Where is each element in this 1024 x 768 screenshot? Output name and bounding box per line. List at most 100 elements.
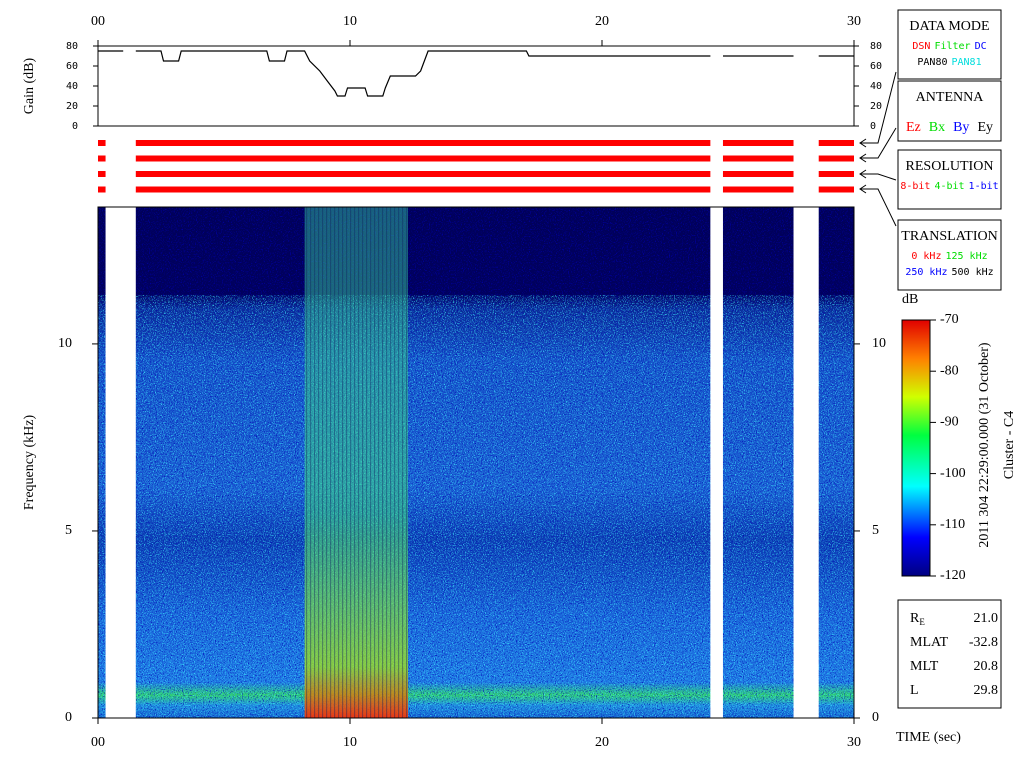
coverage-bar	[722, 171, 794, 177]
info-label: RE	[910, 611, 925, 627]
x-tick-label: 00	[91, 14, 105, 29]
colorbar	[901, 319, 931, 577]
x-tick-label: 30	[847, 735, 861, 750]
info-label-text: MLT	[910, 659, 939, 674]
coverage-bar	[722, 155, 794, 162]
x-tick-label: 30	[847, 14, 861, 29]
info-label-text: R	[910, 611, 920, 626]
y-tick-label: 80	[870, 41, 882, 52]
legend-item: PAN80	[917, 57, 947, 68]
coverage-bar	[818, 171, 854, 177]
x-tick-label: 20	[595, 14, 609, 29]
legend-item: DSN	[912, 41, 930, 52]
legend-line: DSN Filter DC	[912, 41, 986, 52]
gain-line	[98, 50, 854, 97]
info-box	[897, 599, 1002, 709]
y-tick-label: 60	[870, 61, 882, 72]
info-label-text: MLAT	[910, 635, 949, 650]
spacecraft: Cluster - C4	[1002, 411, 1017, 479]
legend-box	[897, 80, 1002, 142]
y-axis-label: Gain (dB)	[22, 57, 37, 114]
legend-line: 8-bit 4-bit 1-bit	[900, 181, 998, 192]
connectors	[859, 71, 897, 227]
legend-line: 0 kHz 125 kHz	[911, 251, 987, 262]
y-tick-label: 10	[872, 336, 886, 351]
legend-line: Ez Bx By Ey	[906, 120, 993, 135]
gain-frame	[97, 45, 855, 127]
y-tick-label: 0	[65, 710, 72, 725]
x-tick-label: 00	[91, 735, 105, 750]
info-label-sub: E	[919, 617, 925, 627]
info-label: MLAT	[910, 635, 949, 650]
legend-title: RESOLUTION	[906, 159, 994, 174]
x-tick-label: 20	[595, 735, 609, 750]
legend-item: 8-bit	[900, 181, 930, 192]
x-tick-label: 10	[343, 735, 357, 750]
legend-line: PAN80 PAN81	[917, 57, 981, 68]
y-tick-label: 40	[66, 81, 78, 92]
legend-item: By	[953, 120, 969, 135]
coverage-bar	[722, 140, 794, 146]
legend-item: 4-bit	[934, 181, 964, 192]
info-table: RE 21.0 MLAT -32.8 MLT 20.8 L 29.8	[910, 611, 998, 698]
info-value: -32.8	[969, 635, 998, 650]
spectrogram-noise	[98, 207, 854, 718]
colorbar-tick-label: -110	[940, 517, 965, 532]
y-tick-label: 20	[870, 101, 882, 112]
y-tick-label: 0	[870, 121, 876, 132]
y-tick-label: 10	[58, 336, 72, 351]
coverage-bar	[135, 155, 711, 162]
y-tick-label: 80	[66, 41, 78, 52]
legend-title: DATA MODE	[909, 19, 989, 34]
coverage-bar	[98, 140, 106, 146]
y-tick-label: 5	[872, 523, 879, 538]
spectrogram-frame	[97, 206, 855, 719]
colorbar-tick-label: -70	[940, 312, 959, 327]
y-tick-label: 60	[66, 61, 78, 72]
legend-item: Ez	[906, 120, 921, 135]
colorbar-tick-label: -120	[940, 568, 966, 583]
y-tick-label: 0	[872, 710, 879, 725]
legend-item: DC	[975, 41, 987, 52]
y-tick-label: 40	[870, 81, 882, 92]
legend-item: 0 kHz	[911, 251, 941, 262]
legend-title: TRANSLATION	[901, 229, 997, 244]
legend-item: 500 kHz	[952, 267, 994, 278]
y-axis-label: Frequency (kHz)	[22, 415, 37, 511]
info-label-text: L	[910, 683, 919, 698]
coverage-bar	[818, 140, 854, 146]
colorbar-label: dB	[902, 292, 918, 307]
coverage-bar	[722, 186, 794, 193]
coverage-bar	[135, 171, 711, 177]
coverage-bar	[818, 186, 854, 193]
legend-box	[897, 9, 1002, 80]
coverage-bar	[98, 186, 106, 193]
legend-item: Ey	[977, 120, 993, 135]
spectrogram-image	[98, 207, 854, 718]
x-axis-label: TIME (sec)	[896, 730, 961, 745]
coverage-bar	[98, 155, 106, 162]
info-label: L	[910, 683, 919, 698]
data-gap	[793, 207, 819, 718]
coverage-bar	[135, 140, 711, 146]
colorbar-tick-label: -80	[940, 363, 959, 378]
info-value: 21.0	[974, 611, 999, 626]
legend-title: ANTENNA	[916, 90, 985, 105]
legend-boxes: DATA MODE DSN Filter DC PAN80 PAN81 ANTENNA Ez B…	[897, 9, 1002, 291]
y-tick-label: 5	[65, 523, 72, 538]
coverage-bar	[135, 186, 711, 193]
burst	[304, 207, 408, 718]
legend-box	[897, 149, 1002, 210]
colorbar-tick-label: -90	[940, 415, 959, 430]
colorbar-tick-label: -100	[940, 466, 966, 481]
y-tick-label: 20	[66, 101, 78, 112]
x-tick-label: 10	[343, 14, 357, 29]
coverage-bar	[818, 155, 854, 162]
legend-box	[897, 219, 1002, 291]
coverage-bar	[98, 171, 106, 177]
timestamp: 2011 304 22:29:00.000 (31 October)	[977, 342, 992, 548]
legend-line: 250 kHz 500 kHz	[905, 267, 993, 278]
